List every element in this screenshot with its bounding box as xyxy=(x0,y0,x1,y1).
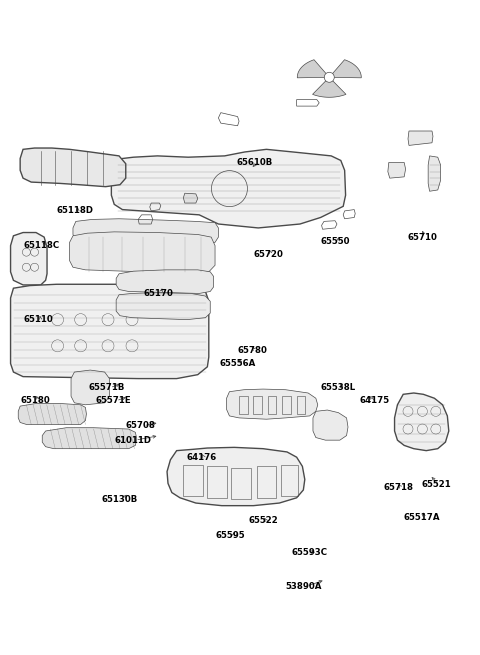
Polygon shape xyxy=(329,60,361,78)
Text: 65170: 65170 xyxy=(143,289,173,298)
Text: 53890A: 53890A xyxy=(286,582,322,591)
Polygon shape xyxy=(297,60,329,78)
Text: 65571E: 65571E xyxy=(95,396,131,405)
Polygon shape xyxy=(18,403,86,424)
Text: 65517A: 65517A xyxy=(403,513,440,522)
Text: 65118C: 65118C xyxy=(23,241,59,250)
Text: 65550: 65550 xyxy=(321,236,350,246)
Polygon shape xyxy=(111,149,346,228)
Polygon shape xyxy=(70,232,215,274)
Polygon shape xyxy=(11,233,47,285)
Text: 65556A: 65556A xyxy=(220,359,256,368)
Polygon shape xyxy=(73,219,218,244)
Text: 61011D: 61011D xyxy=(114,436,151,445)
Polygon shape xyxy=(42,428,137,449)
Text: 65708: 65708 xyxy=(126,421,156,430)
Polygon shape xyxy=(11,284,209,379)
Text: 65595: 65595 xyxy=(216,531,246,540)
Polygon shape xyxy=(408,131,433,145)
Polygon shape xyxy=(227,389,318,419)
Text: 65180: 65180 xyxy=(20,396,50,405)
Text: 64176: 64176 xyxy=(186,453,216,462)
Text: 65780: 65780 xyxy=(238,346,267,355)
Polygon shape xyxy=(388,162,406,178)
Text: 65130B: 65130B xyxy=(102,495,138,504)
Polygon shape xyxy=(116,270,214,293)
Text: 65538L: 65538L xyxy=(321,383,356,392)
Polygon shape xyxy=(71,370,109,405)
Text: 65720: 65720 xyxy=(253,250,283,259)
Text: 65118D: 65118D xyxy=(57,206,94,215)
Text: 65710: 65710 xyxy=(407,233,437,242)
Polygon shape xyxy=(428,156,441,191)
Text: 64175: 64175 xyxy=(359,396,389,405)
Polygon shape xyxy=(312,77,346,98)
Text: 65610B: 65610B xyxy=(236,158,273,167)
Polygon shape xyxy=(395,393,449,451)
Text: 65593C: 65593C xyxy=(292,548,328,557)
Polygon shape xyxy=(313,410,348,440)
Polygon shape xyxy=(20,148,126,187)
Text: 65571B: 65571B xyxy=(89,383,125,392)
Polygon shape xyxy=(167,447,305,506)
Polygon shape xyxy=(183,193,198,203)
Text: 65110: 65110 xyxy=(23,315,53,324)
Polygon shape xyxy=(116,293,210,320)
Text: 65718: 65718 xyxy=(384,483,414,493)
Circle shape xyxy=(324,72,334,83)
Text: 65522: 65522 xyxy=(249,516,278,525)
Text: 65521: 65521 xyxy=(421,480,451,489)
